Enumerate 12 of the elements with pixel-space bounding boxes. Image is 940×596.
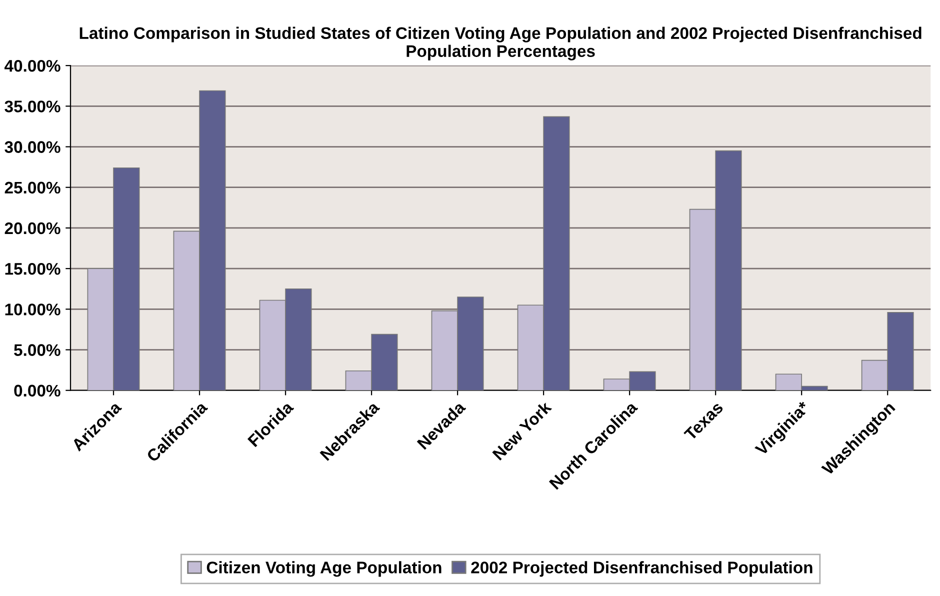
y-tick-label: 35.00% [4,100,60,112]
legend-label: 2002 Projected Disenfranchised Population [471,561,812,577]
y-tick-label: 10.00% [5,304,60,316]
y-tick-label: 5.00% [14,344,60,356]
y-tick-label: 15.00% [5,262,60,275]
y-tick-label: 20.00% [4,222,60,234]
chart-title: Latino Comparison in Studied States of Citizen Voting Age Population and 2002 Projected Disenfranchised Population Percentages [80,26,922,60]
legend-label: Citizen Voting Age Population [206,561,442,577]
y-tick-label: 0.00% [14,384,60,397]
y-tick-label: 40.00% [4,60,60,72]
y-tick-label: 30.00% [4,141,60,153]
y-tick-label: 25.00% [4,182,60,194]
